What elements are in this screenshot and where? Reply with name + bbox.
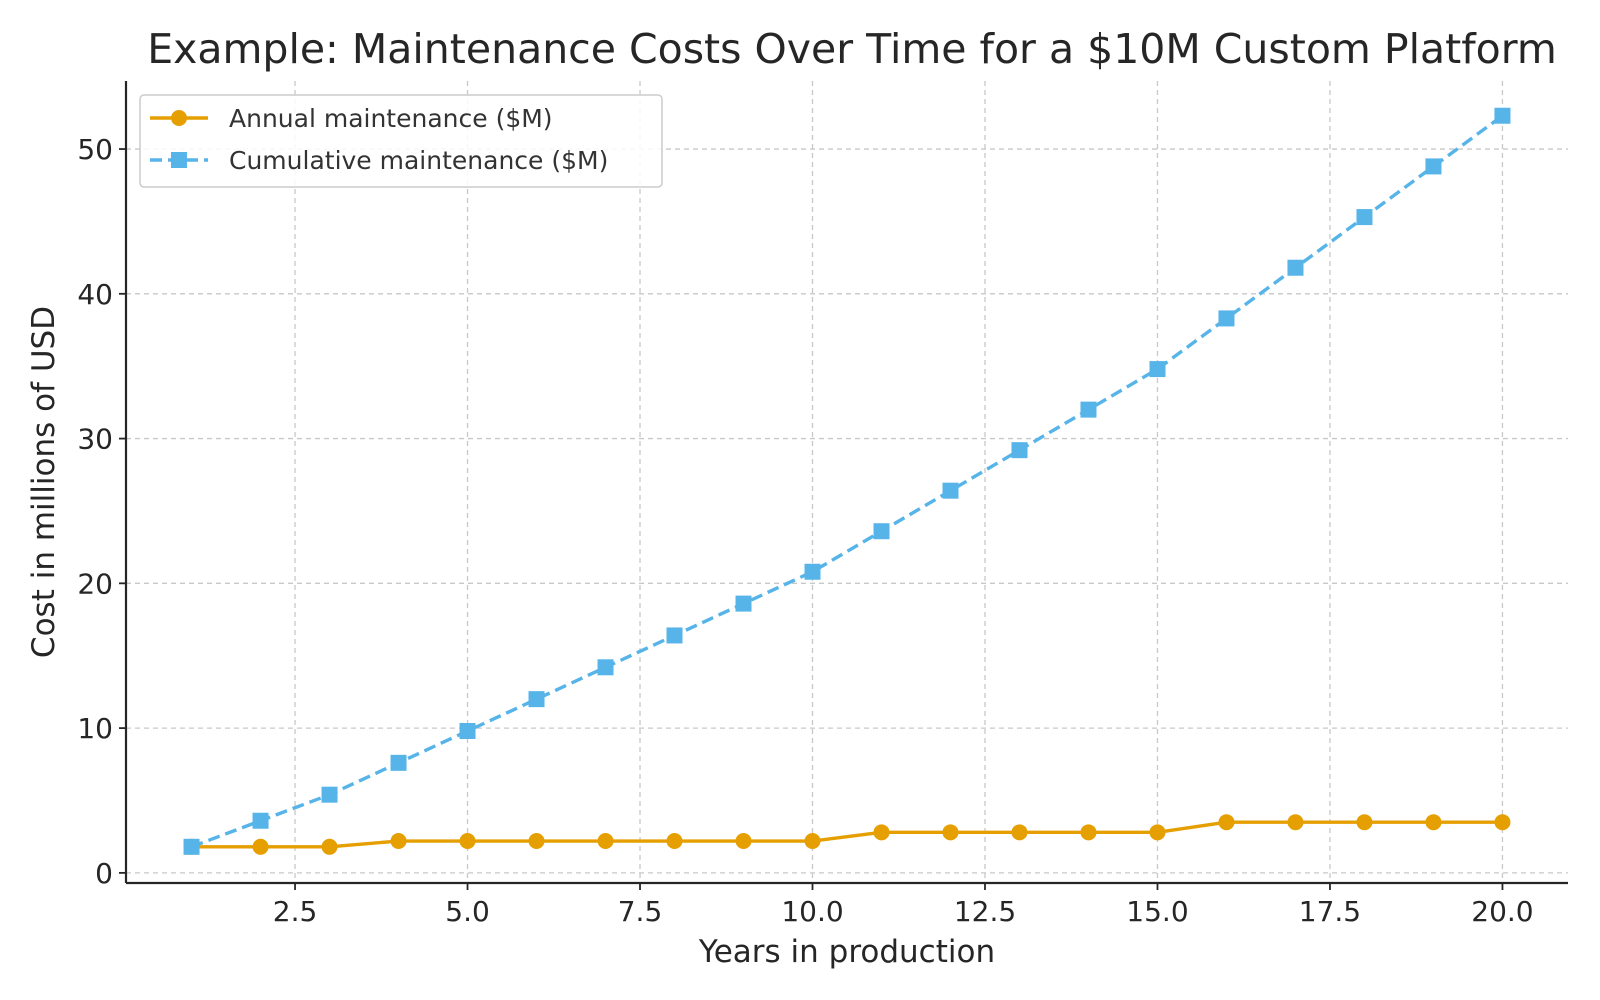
data-point xyxy=(321,838,338,855)
data-point xyxy=(252,838,269,855)
data-point xyxy=(1149,361,1166,378)
series-line xyxy=(190,114,1504,849)
data-point xyxy=(1494,814,1511,831)
data-point xyxy=(459,833,476,850)
data-point xyxy=(1425,814,1442,831)
data-point xyxy=(1149,824,1166,841)
data-point xyxy=(1011,442,1028,459)
data-point xyxy=(1218,814,1235,831)
data-point xyxy=(459,722,476,739)
axis-layer xyxy=(124,81,1568,885)
data-point xyxy=(735,595,752,612)
legend-label: Annual maintenance ($M) xyxy=(229,104,553,133)
legend: Annual maintenance ($M) Cumulative mainte… xyxy=(139,94,663,188)
data-point xyxy=(1425,158,1442,175)
data-point xyxy=(942,482,959,499)
y-tick-label: 10 xyxy=(77,712,113,745)
data-point xyxy=(252,812,269,829)
y-axis-label: Cost in millions of USD xyxy=(26,306,62,658)
data-point xyxy=(528,833,545,850)
y-tick-label: 40 xyxy=(77,278,113,311)
data-point xyxy=(1218,310,1235,327)
legend-box xyxy=(139,94,663,188)
x-tick-label: 7.5 xyxy=(618,895,663,928)
legend-marker xyxy=(171,152,187,168)
x-axis-label: Years in production xyxy=(698,934,995,970)
legend-label: Cumulative maintenance ($M) xyxy=(229,146,608,175)
data-point xyxy=(390,754,407,771)
x-tick-label: 2.5 xyxy=(273,895,318,928)
legend-marker xyxy=(171,110,187,126)
data-point xyxy=(1287,259,1304,276)
x-tick-label: 15.0 xyxy=(1126,895,1188,928)
y-tick-label: 30 xyxy=(77,423,113,456)
legend-item: Annual maintenance ($M) xyxy=(150,104,553,133)
data-point xyxy=(597,833,614,850)
data-point xyxy=(1080,401,1097,418)
data-point xyxy=(735,833,752,850)
data-point xyxy=(804,833,821,850)
data-point xyxy=(1494,107,1511,124)
data-point xyxy=(390,833,407,850)
series-line xyxy=(191,820,1503,849)
data-point xyxy=(804,563,821,580)
data-point xyxy=(321,786,338,803)
data-point xyxy=(1080,824,1097,841)
series-layer xyxy=(183,107,1511,855)
chart-title: Example: Maintenance Costs Over Time for… xyxy=(147,25,1557,73)
data-point xyxy=(1287,814,1304,831)
data-point xyxy=(942,824,959,841)
data-point xyxy=(1356,814,1373,831)
x-tick-label: 20.0 xyxy=(1471,895,1533,928)
data-point xyxy=(528,691,545,708)
x-tick-label: 12.5 xyxy=(954,895,1016,928)
data-point xyxy=(1356,209,1373,226)
data-point xyxy=(183,838,200,855)
tick-layer: 2.5 5.0 7.5 10.0 12.5 15.0 17.5 20.0 0 10 20 30 40 50 xyxy=(77,133,1533,928)
data-point xyxy=(1011,824,1028,841)
data-point xyxy=(597,659,614,676)
y-tick-label: 50 xyxy=(77,133,113,166)
data-point xyxy=(873,523,890,540)
y-tick-label: 20 xyxy=(77,567,113,600)
grid-layer xyxy=(126,81,1568,883)
series-1 xyxy=(183,814,1511,855)
x-tick-label: 10.0 xyxy=(781,895,843,928)
series-2 xyxy=(183,107,1511,855)
x-tick-label: 17.5 xyxy=(1299,895,1361,928)
legend-item: Cumulative maintenance ($M) xyxy=(150,146,608,175)
y-tick-label: 0 xyxy=(95,857,113,890)
data-point xyxy=(666,627,683,644)
data-point xyxy=(666,833,683,850)
x-tick-label: 5.0 xyxy=(445,895,490,928)
data-point xyxy=(873,824,890,841)
